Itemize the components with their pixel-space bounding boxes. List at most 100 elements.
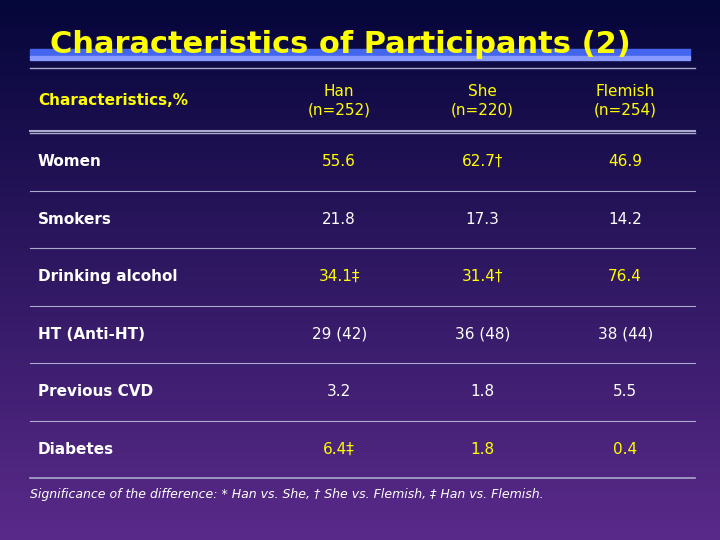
Text: HT (Anti-HT): HT (Anti-HT): [38, 327, 145, 342]
Bar: [0, 489, 720, 491]
Bar: [0, 0, 720, 3]
Bar: [0, 3, 720, 5]
Bar: [0, 402, 720, 405]
Bar: [0, 292, 720, 294]
Bar: [0, 521, 720, 524]
Bar: [0, 319, 720, 321]
Bar: [0, 178, 720, 181]
Bar: [0, 221, 720, 224]
Text: She
(n=220): She (n=220): [451, 84, 513, 117]
Bar: [0, 200, 720, 202]
Bar: [0, 524, 720, 526]
Bar: [0, 284, 720, 286]
Text: 55.6: 55.6: [323, 154, 356, 169]
Bar: [0, 386, 720, 389]
Bar: [0, 65, 720, 68]
Bar: [0, 418, 720, 421]
Bar: [0, 211, 720, 213]
Bar: [0, 370, 720, 373]
Bar: [0, 78, 720, 81]
Bar: [0, 154, 720, 157]
Bar: [0, 462, 720, 464]
Bar: [0, 478, 720, 481]
Bar: [0, 173, 720, 176]
Bar: [0, 59, 720, 62]
Bar: [0, 105, 720, 108]
Bar: [0, 400, 720, 402]
Text: 17.3: 17.3: [465, 212, 499, 227]
Bar: [0, 354, 720, 356]
Text: 1.8: 1.8: [470, 384, 494, 399]
Bar: [0, 286, 720, 289]
Bar: [0, 11, 720, 14]
Bar: [0, 148, 720, 151]
Bar: [0, 310, 720, 313]
Bar: [0, 40, 720, 43]
Bar: [0, 70, 720, 73]
Bar: [0, 146, 720, 148]
Bar: [0, 232, 720, 235]
Bar: [0, 383, 720, 386]
Bar: [30, 56, 690, 60]
Text: Smokers: Smokers: [38, 212, 112, 227]
Bar: [0, 289, 720, 292]
Bar: [0, 8, 720, 11]
Bar: [0, 432, 720, 435]
Bar: [0, 170, 720, 173]
Bar: [0, 46, 720, 49]
Bar: [0, 416, 720, 418]
Text: Diabetes: Diabetes: [38, 442, 114, 457]
Bar: [0, 389, 720, 392]
Bar: [0, 448, 720, 451]
Bar: [0, 89, 720, 92]
Bar: [0, 57, 720, 59]
Bar: [0, 324, 720, 327]
Bar: [0, 405, 720, 408]
Text: 34.1‡: 34.1‡: [318, 269, 360, 284]
Bar: [0, 111, 720, 113]
Bar: [0, 27, 720, 30]
Text: 36 (48): 36 (48): [454, 327, 510, 342]
Bar: [0, 470, 720, 472]
Bar: [0, 483, 720, 486]
Bar: [0, 5, 720, 8]
Bar: [0, 205, 720, 208]
Bar: [0, 254, 720, 256]
Bar: [0, 327, 720, 329]
Text: Significance of the difference: * Han vs. She, † She vs. Flemish, ‡ Han vs. Flem: Significance of the difference: * Han vs…: [30, 488, 544, 501]
Bar: [0, 92, 720, 94]
Bar: [0, 135, 720, 138]
Text: 1.8: 1.8: [470, 442, 494, 457]
Bar: [0, 238, 720, 240]
Text: Drinking alcohol: Drinking alcohol: [38, 269, 178, 284]
Bar: [0, 202, 720, 205]
Bar: [0, 270, 720, 273]
Bar: [0, 459, 720, 462]
Bar: [0, 230, 720, 232]
Bar: [0, 472, 720, 475]
Bar: [0, 440, 720, 443]
Bar: [0, 197, 720, 200]
Bar: [0, 275, 720, 278]
Bar: [0, 437, 720, 440]
Bar: [0, 35, 720, 38]
Bar: [0, 508, 720, 510]
Bar: [0, 176, 720, 178]
Bar: [0, 373, 720, 375]
Bar: [0, 267, 720, 270]
Bar: [0, 256, 720, 259]
Bar: [0, 505, 720, 508]
Bar: [0, 22, 720, 24]
Bar: [0, 516, 720, 518]
Bar: [0, 381, 720, 383]
Bar: [0, 108, 720, 111]
Bar: [0, 529, 720, 532]
Bar: [0, 313, 720, 316]
Bar: [0, 537, 720, 540]
Bar: [30, 49, 690, 56]
Bar: [0, 375, 720, 378]
Bar: [0, 535, 720, 537]
Bar: [0, 332, 720, 335]
Text: 46.9: 46.9: [608, 154, 642, 169]
Bar: [0, 424, 720, 427]
